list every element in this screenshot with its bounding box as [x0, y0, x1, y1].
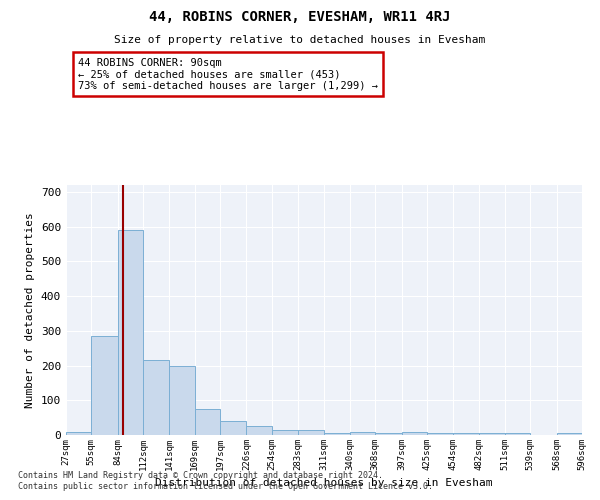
Bar [505, 434, 530, 435]
Bar [91, 336, 118, 435]
Bar [298, 430, 323, 435]
Text: Contains public sector information licensed under the Open Government Licence v3: Contains public sector information licen… [18, 482, 433, 491]
Text: Contains HM Land Registry data © Crown copyright and database right 2024.: Contains HM Land Registry data © Crown c… [18, 470, 383, 480]
Text: 44 ROBINS CORNER: 90sqm
← 25% of detached houses are smaller (453)
73% of semi-d: 44 ROBINS CORNER: 90sqm ← 25% of detache… [78, 58, 378, 90]
X-axis label: Distribution of detached houses by size in Evesham: Distribution of detached houses by size … [155, 478, 493, 488]
Bar [272, 430, 298, 435]
Bar [143, 360, 169, 435]
Bar [401, 432, 427, 435]
Bar [427, 434, 453, 435]
Bar [118, 230, 143, 435]
Bar [323, 434, 350, 435]
Bar [557, 434, 582, 435]
Y-axis label: Number of detached properties: Number of detached properties [25, 212, 35, 408]
Bar [247, 426, 272, 435]
Bar [195, 409, 220, 435]
Bar [220, 421, 247, 435]
Bar [66, 432, 91, 435]
Bar [375, 434, 401, 435]
Bar [169, 366, 195, 435]
Text: 44, ROBINS CORNER, EVESHAM, WR11 4RJ: 44, ROBINS CORNER, EVESHAM, WR11 4RJ [149, 10, 451, 24]
Bar [453, 434, 479, 435]
Bar [479, 434, 505, 435]
Text: Size of property relative to detached houses in Evesham: Size of property relative to detached ho… [115, 35, 485, 45]
Bar [350, 432, 375, 435]
